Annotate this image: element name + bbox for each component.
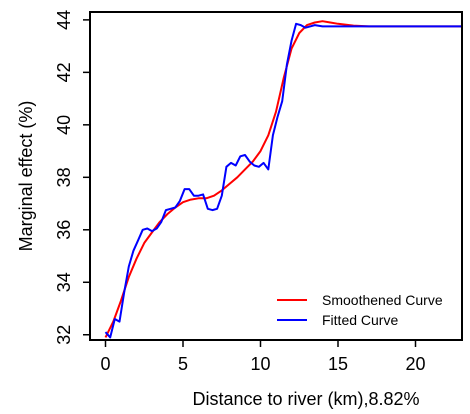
x-tick-label: 10 [250, 354, 270, 374]
x-tick-label: 15 [328, 354, 348, 374]
series-layer [104, 20, 462, 339]
axes-layer: 0 5 10 15 20 32 34 36 38 40 42 44 [54, 10, 426, 374]
legend: Smoothened Curve Fitted Curve [277, 292, 443, 328]
y-tick-label: 32 [54, 325, 74, 345]
series-line-smoothened-curve [104, 20, 462, 338]
y-tick-label: 44 [54, 10, 74, 30]
x-axis-label: Distance to river (km),8.82% [192, 389, 419, 409]
x-tick-label: 0 [100, 354, 110, 374]
legend-label: Fitted Curve [322, 312, 398, 328]
y-tick-label: 38 [54, 167, 74, 187]
series-line-fitted-curve [104, 22, 462, 339]
y-tick-label: 34 [54, 272, 74, 292]
y-tick-label: 40 [54, 115, 74, 135]
x-tick-label: 5 [178, 354, 188, 374]
plot-frame [89, 11, 463, 341]
x-tick-label: 20 [405, 354, 425, 374]
legend-label: Smoothened Curve [322, 292, 443, 308]
y-axis-label: Marginal effect (%) [16, 101, 36, 252]
y-tick-label: 36 [54, 220, 74, 240]
y-tick-label: 42 [54, 62, 74, 82]
